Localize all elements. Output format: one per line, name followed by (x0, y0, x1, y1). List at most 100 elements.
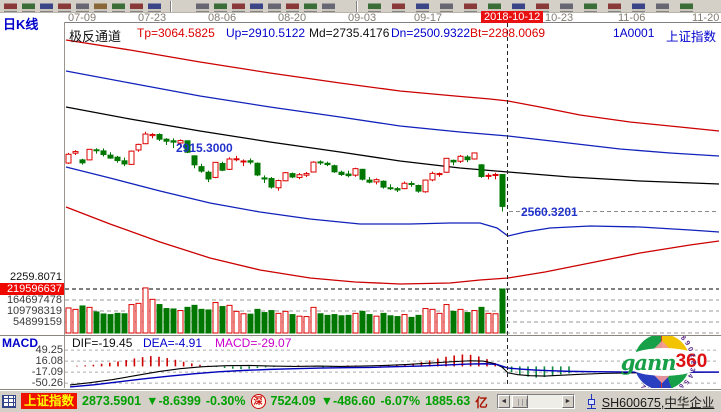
crosshair-date-tag: 2018-10-12 (481, 11, 544, 23)
toolbar-button-icon[interactable] (680, 2, 693, 12)
macd-dif-line (69, 360, 720, 386)
date-tick-label: 08-20 (278, 12, 307, 24)
volume-scale-2: 109798319 (6, 305, 62, 317)
macd-dea-value: DEA=-4.91 (143, 336, 203, 350)
toolbar-button-icon[interactable] (440, 2, 453, 12)
security-code: 1A0001 (613, 26, 655, 40)
toolbar-button-icon[interactable] (94, 2, 107, 12)
turnover-unit: 亿 (475, 395, 488, 410)
volume-highlight-label: 219596637 (0, 283, 64, 295)
index-badge[interactable]: 上证指数 (21, 393, 78, 409)
channel-line-up (65, 70, 720, 157)
toolbar-button-icon[interactable] (416, 2, 429, 12)
macd-scale-2: -17.09 (31, 366, 63, 378)
toolbar-button-icon[interactable] (232, 2, 245, 12)
quote-grid-icon[interactable] (2, 394, 16, 408)
channel-name: 极反通道 (69, 29, 122, 44)
toolbar-button-icon[interactable] (196, 2, 209, 12)
channel-up-value: Up=2910.5122 (226, 26, 306, 40)
toolbar-button-icon[interactable] (4, 2, 17, 12)
channel-line-bt (65, 206, 720, 285)
toolbar-button-icon[interactable] (148, 2, 161, 12)
macd-dea-line (69, 363, 719, 388)
macd-divider (0, 335, 721, 336)
toolbar-button-icon[interactable] (286, 2, 299, 12)
macd-gridlines (65, 349, 719, 384)
toolbar-button-icon[interactable] (58, 2, 71, 12)
date-tick-label: 07-09 (68, 12, 97, 24)
sz-index-price: 7524.09 (270, 394, 316, 408)
sz-index-change: ▼-486.60 (320, 394, 376, 408)
toolbar-button-icon[interactable] (464, 2, 477, 12)
volume-scale-3: 54899159 (13, 316, 62, 328)
channel-dn-value: Dn=2500.9322 (391, 26, 471, 40)
toolbar-button-icon[interactable] (608, 2, 621, 12)
date-tick-label: 10-23 (545, 12, 574, 24)
toolbar-button-icon[interactable] (112, 2, 125, 12)
channel-md-value: Md=2735.4176 (309, 26, 390, 40)
toolbar-button-icon[interactable] (76, 2, 89, 12)
peak-price-label: 2915.3000 (176, 141, 233, 155)
shenzhen-seal-icon[interactable]: 深 (250, 393, 266, 409)
left-axis-line (64, 22, 65, 388)
channel-lines (65, 39, 720, 285)
toolbar-button-icon[interactable] (250, 2, 263, 12)
channel-line-tp (65, 39, 720, 132)
toolbar-button-icon[interactable] (268, 2, 281, 12)
security-name: 上证指数 (666, 30, 717, 44)
channel-line-dn (65, 166, 720, 237)
macd-panel-title: MACD (2, 336, 38, 350)
date-tick-label: 09-17 (414, 12, 443, 24)
toolbar-button-icon[interactable] (322, 2, 335, 12)
channel-bt-value: Bt=2288.0069 (470, 26, 546, 40)
status-bar: 上证指数 2873.5901 ▼-8.6399 -0.30% 深 7524.09… (0, 389, 721, 412)
toolbar-button-icon[interactable] (632, 2, 645, 12)
kline-stock-icon[interactable] (586, 393, 597, 409)
crosshair-price-label: 2560.3201 (521, 205, 578, 219)
channel-line-md (65, 106, 720, 185)
volume-bars (65, 287, 506, 334)
toolbar[interactable] (0, 0, 721, 13)
sh-index-change: ▼-8.6399 (146, 394, 201, 408)
toolbar-button-icon[interactable] (214, 2, 227, 12)
date-tick-label: 08-06 (208, 12, 237, 24)
logo-word: gann (620, 349, 677, 375)
toolbar-button-icon[interactable] (40, 2, 53, 12)
date-tick-label: 11-20 (692, 12, 720, 24)
volume-scale-1: 164697478 (6, 294, 62, 306)
volume-ma-label: 2259.8071 (10, 271, 62, 283)
sh-index-price: 2873.5901 (82, 394, 142, 408)
sz-index-percent: -6.07% (380, 394, 421, 408)
date-tick-label: 09-03 (348, 12, 377, 24)
toolbar-separator (356, 1, 358, 12)
sh-index-percent: -0.30% (205, 394, 246, 408)
macd-scale-3: -50.26 (31, 377, 63, 389)
toolbar-button-icon[interactable] (22, 2, 35, 12)
header-divider (64, 22, 721, 23)
toolbar-button-icon[interactable] (584, 2, 597, 12)
channel-tp-value: Tp=3064.5825 (137, 26, 215, 40)
toolbar-button-icon[interactable] (560, 2, 573, 12)
macd-hist-value: MACD=-29.07 (215, 336, 292, 350)
scroll-left-button[interactable]: ◄ (497, 394, 510, 408)
macd-scale-1: 16.08 (35, 355, 63, 367)
date-tick-label: 11-06 (618, 12, 646, 24)
macd-scale-0: 49.25 (35, 344, 63, 356)
scroll-right-button[interactable]: ► (561, 394, 574, 408)
date-axis: 07-09 07-23 08-06 08-20 09-03 09-17 2018-10-12… (0, 11, 721, 24)
toolbar-button-icon[interactable] (304, 2, 317, 12)
toolbar-button-icon[interactable] (656, 2, 669, 12)
scrollbar-thumb[interactable] (511, 394, 528, 408)
toolbar-button-icon[interactable] (130, 2, 143, 12)
horizontal-scrollbar[interactable]: ◄ ► (496, 393, 575, 409)
toolbar-button-icon[interactable] (392, 2, 405, 12)
toolbar-button-icon[interactable] (368, 2, 381, 12)
toolbar-separator (170, 1, 172, 12)
stock-link[interactable]: SH600675,中华企业 (601, 395, 715, 410)
turnover-value: 1885.63 (425, 394, 471, 408)
logo-wordmark: gann 360 (620, 348, 707, 376)
date-tick-label: 07-23 (138, 12, 167, 24)
